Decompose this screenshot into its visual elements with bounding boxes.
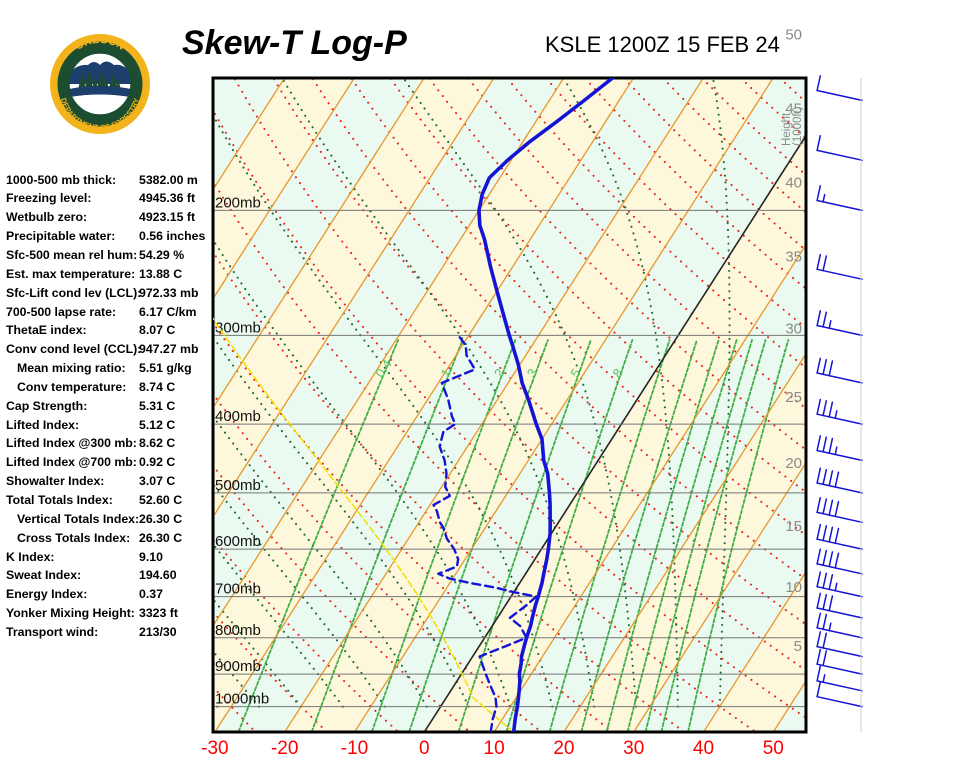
svg-text:35: 35: [785, 249, 802, 266]
svg-text:50: 50: [763, 738, 784, 759]
svg-text:10: 10: [785, 579, 802, 596]
svg-text:20: 20: [553, 738, 574, 759]
svg-text:30: 30: [623, 738, 644, 759]
svg-text:15: 15: [785, 518, 802, 535]
svg-text:400mb: 400mb: [215, 408, 261, 425]
svg-text:50: 50: [785, 26, 802, 43]
svg-text:200mb: 200mb: [215, 194, 261, 211]
svg-text:1000mb: 1000mb: [215, 691, 269, 708]
svg-text:500mb: 500mb: [215, 477, 261, 494]
svg-text:40: 40: [785, 175, 802, 192]
svg-text:(1000ft): (1000ft): [792, 106, 804, 146]
svg-text:700mb: 700mb: [215, 581, 261, 598]
svg-text:40: 40: [693, 738, 714, 759]
svg-text:-20: -20: [271, 738, 298, 759]
svg-text:-30: -30: [201, 738, 228, 759]
svg-text:-10: -10: [341, 738, 368, 759]
svg-text:25: 25: [785, 389, 802, 406]
svg-text:20: 20: [785, 455, 802, 472]
svg-text:10: 10: [484, 738, 505, 759]
svg-text:300mb: 300mb: [215, 319, 261, 336]
svg-text:800mb: 800mb: [215, 622, 261, 639]
svg-text:5: 5: [794, 638, 802, 655]
svg-text:600mb: 600mb: [215, 533, 261, 550]
svg-text:900mb: 900mb: [215, 658, 261, 675]
svg-text:0: 0: [419, 738, 430, 759]
svg-text:30: 30: [785, 320, 802, 337]
